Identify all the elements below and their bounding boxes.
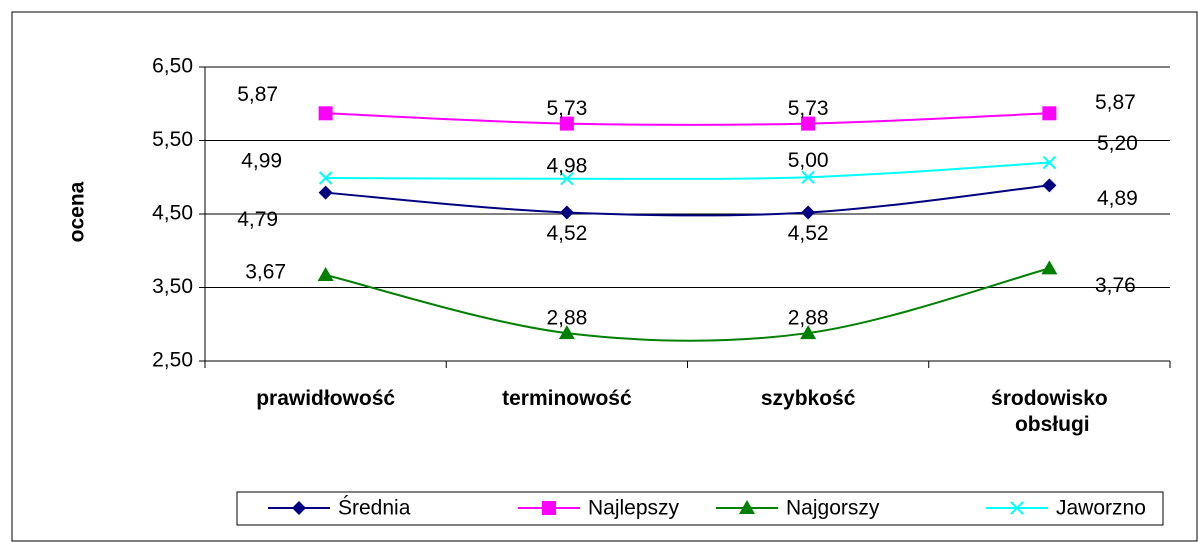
data-label: 3,67 bbox=[245, 261, 286, 284]
data-label: 4,99 bbox=[241, 150, 282, 173]
marker bbox=[1041, 260, 1058, 275]
data-label: 5,87 bbox=[237, 83, 278, 106]
marker bbox=[542, 501, 556, 515]
data-label: 2,88 bbox=[546, 307, 587, 330]
marker bbox=[739, 500, 755, 514]
data-label: 5,73 bbox=[788, 97, 829, 120]
x-tick-label: szybkość bbox=[761, 387, 856, 410]
chart-border bbox=[11, 11, 1198, 542]
marker bbox=[1042, 178, 1057, 193]
marker bbox=[801, 205, 816, 220]
marker bbox=[1010, 501, 1024, 515]
data-label: 5,20 bbox=[1097, 132, 1138, 155]
marker bbox=[1042, 106, 1057, 121]
series-line bbox=[325, 184, 1050, 217]
marker bbox=[318, 106, 333, 121]
x-tick-label: środowisko obsługi bbox=[991, 387, 1108, 436]
series-line bbox=[325, 161, 1050, 180]
series-line bbox=[325, 267, 1050, 342]
y-tick-label: 3,50 bbox=[152, 275, 193, 298]
marker bbox=[559, 116, 574, 131]
x-tick-label: prawidłowość bbox=[256, 387, 395, 410]
legend-box bbox=[236, 491, 1164, 526]
x-tick-label: terminowość bbox=[502, 387, 632, 410]
marker bbox=[801, 170, 815, 184]
data-label: 4,98 bbox=[546, 154, 587, 177]
legend-label: Najlepszy bbox=[588, 497, 680, 520]
marker bbox=[800, 325, 817, 340]
y-tick-label: 2,50 bbox=[152, 349, 193, 372]
y-tick-label: 4,50 bbox=[152, 202, 193, 225]
y-axis-label: ocena bbox=[66, 181, 89, 242]
marker bbox=[318, 171, 333, 185]
marker bbox=[317, 267, 334, 282]
marker bbox=[1042, 155, 1057, 170]
legend-label: Najgorszy bbox=[786, 497, 880, 520]
marker bbox=[801, 116, 816, 131]
data-label: 4,52 bbox=[546, 222, 587, 245]
data-label: 3,76 bbox=[1095, 274, 1136, 297]
data-label: 4,52 bbox=[788, 222, 829, 245]
series-line bbox=[325, 112, 1050, 126]
y-tick-label: 6,50 bbox=[152, 55, 193, 78]
legend-label: Jaworzno bbox=[1056, 497, 1146, 520]
marker bbox=[318, 185, 333, 200]
data-label: 5,87 bbox=[1095, 91, 1136, 114]
data-label: 4,79 bbox=[237, 208, 278, 231]
legend-label: Średnia bbox=[338, 496, 411, 520]
data-label: 5,00 bbox=[788, 149, 829, 172]
data-label: 2,88 bbox=[788, 307, 829, 330]
marker bbox=[292, 501, 306, 515]
marker bbox=[559, 205, 574, 220]
data-label: 5,73 bbox=[546, 97, 587, 120]
data-label: 4,89 bbox=[1097, 187, 1138, 210]
marker bbox=[558, 325, 575, 340]
y-tick-label: 5,50 bbox=[152, 128, 193, 151]
marker bbox=[560, 172, 574, 186]
